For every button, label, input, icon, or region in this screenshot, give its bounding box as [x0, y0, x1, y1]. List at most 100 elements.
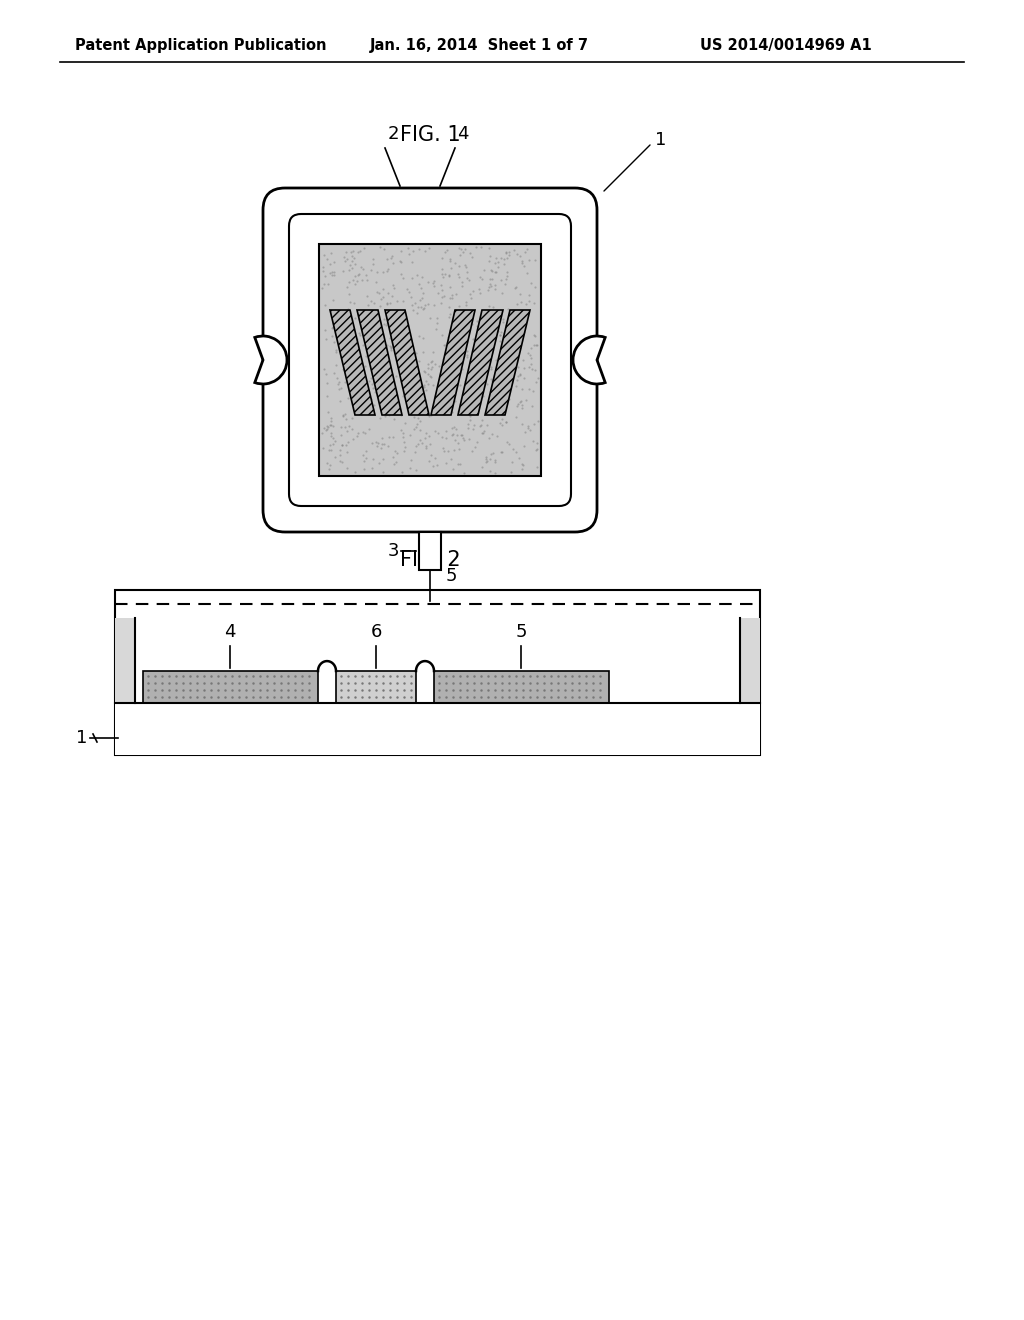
Point: [417, 294, 433, 315]
Point: [418, 436, 434, 457]
Point: [358, 285, 375, 306]
Wedge shape: [255, 337, 287, 384]
Point: [387, 395, 403, 416]
Point: [411, 325, 427, 346]
Point: [429, 454, 445, 475]
Point: [392, 251, 409, 272]
Point: [516, 255, 532, 276]
Point: [483, 343, 500, 364]
Point: [392, 264, 409, 285]
Point: [373, 381, 389, 403]
Point: [416, 298, 432, 319]
Point: [398, 367, 415, 388]
Point: [316, 244, 333, 265]
Point: [423, 351, 439, 372]
Point: [332, 323, 348, 345]
Point: [367, 381, 383, 403]
Point: [527, 335, 544, 356]
Point: [469, 372, 485, 393]
Point: [510, 315, 526, 337]
Point: [467, 403, 483, 424]
Point: [397, 437, 414, 458]
Point: [428, 318, 444, 339]
Point: [455, 337, 471, 358]
Point: [459, 261, 475, 282]
Polygon shape: [357, 310, 402, 414]
Point: [454, 314, 470, 335]
Point: [339, 432, 355, 453]
Point: [347, 385, 364, 407]
Point: [380, 389, 396, 411]
Point: [346, 323, 362, 345]
Point: [323, 422, 339, 444]
Point: [375, 286, 391, 308]
Point: [497, 367, 513, 388]
Point: [516, 436, 532, 457]
Point: [362, 260, 379, 281]
Point: [446, 252, 463, 273]
Point: [415, 327, 431, 348]
Point: [514, 453, 530, 474]
Point: [386, 454, 402, 475]
Point: [378, 401, 394, 422]
Point: [389, 442, 406, 463]
Point: [477, 368, 494, 389]
Point: [443, 318, 460, 339]
Point: [376, 313, 392, 334]
Point: [467, 403, 483, 424]
Point: [392, 300, 409, 321]
Point: [494, 414, 510, 436]
FancyBboxPatch shape: [289, 214, 571, 506]
Point: [327, 446, 343, 467]
Point: [487, 248, 504, 269]
Point: [472, 236, 488, 257]
Text: 4: 4: [224, 623, 236, 642]
Point: [411, 350, 427, 371]
Point: [456, 462, 472, 483]
Point: [457, 391, 473, 412]
Point: [331, 379, 347, 400]
Point: [397, 304, 414, 325]
Point: [519, 416, 536, 437]
Point: [472, 381, 488, 403]
Point: [403, 449, 420, 470]
Point: [523, 272, 540, 293]
Point: [425, 455, 441, 477]
Text: 1: 1: [655, 131, 667, 149]
Point: [503, 319, 519, 341]
Point: [326, 265, 342, 286]
Point: [426, 271, 442, 292]
Point: [453, 238, 469, 259]
Point: [383, 363, 399, 384]
Point: [321, 440, 337, 461]
Point: [451, 315, 467, 337]
Point: [477, 446, 494, 467]
Point: [379, 248, 395, 269]
Point: [514, 458, 530, 479]
Point: [416, 360, 432, 381]
Point: [379, 313, 395, 334]
Point: [338, 338, 354, 359]
Point: [523, 359, 540, 380]
Point: [425, 341, 441, 362]
Point: [415, 375, 431, 396]
Point: [481, 449, 498, 470]
Point: [457, 346, 473, 367]
Point: [349, 271, 366, 292]
Point: [525, 380, 542, 401]
Point: [493, 342, 509, 363]
Point: [447, 351, 464, 372]
Point: [382, 248, 398, 269]
Point: [487, 261, 504, 282]
Point: [501, 244, 517, 265]
Point: [479, 334, 496, 355]
Point: [368, 272, 384, 293]
Point: [501, 388, 517, 409]
Point: [462, 409, 478, 430]
Point: [416, 297, 432, 318]
Point: [345, 372, 361, 393]
Point: [512, 364, 528, 385]
Point: [314, 256, 331, 277]
Point: [376, 372, 392, 393]
Point: [425, 375, 441, 396]
